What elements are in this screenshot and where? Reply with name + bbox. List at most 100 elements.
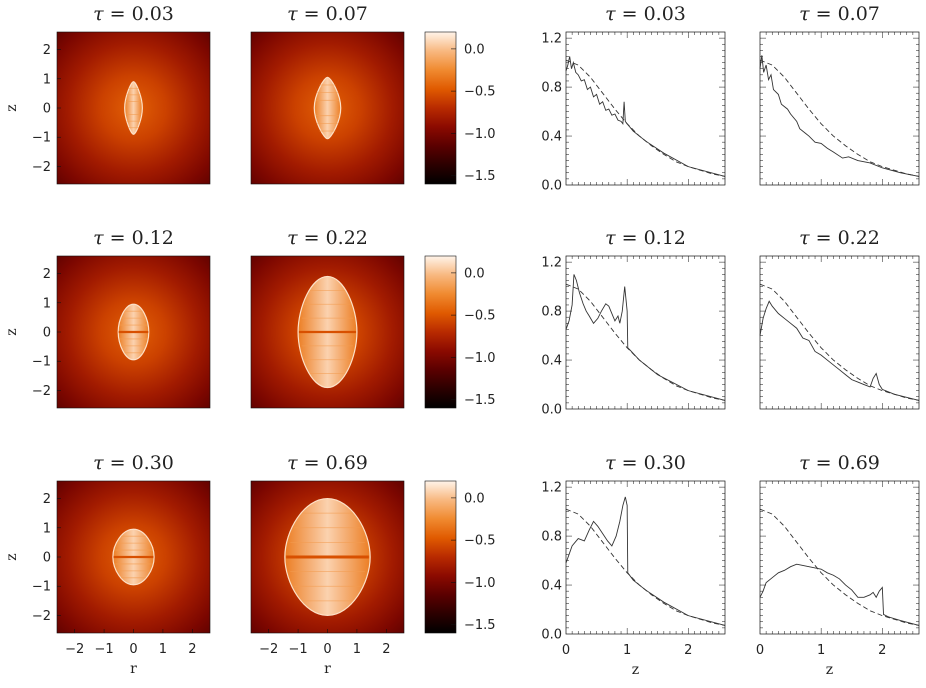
tau-symbol: τ <box>605 3 616 25</box>
x-tick-label: 2 <box>382 642 390 657</box>
tau-symbol: τ <box>605 452 616 474</box>
y-tick-label: 0.4 <box>541 130 562 145</box>
tau-symbol: τ <box>287 452 298 474</box>
panel-title: τ = 0.30 <box>93 452 174 474</box>
map-frame <box>250 255 405 409</box>
tau-value: 0.22 <box>326 227 368 249</box>
y-tick-label: 0.4 <box>541 354 562 369</box>
tau-equals: = <box>104 227 132 249</box>
y-tick-label: −1 <box>32 355 51 370</box>
panel-title: τ = 0.07 <box>799 3 880 25</box>
x-tick-label: 1 <box>353 642 361 657</box>
colorbar-tick-label: −1.5 <box>464 618 496 633</box>
y-axis-label: z <box>4 553 20 560</box>
tau-value: 0.22 <box>838 227 880 249</box>
x-tick-label: 1 <box>817 643 825 658</box>
y-tick-label: 0.8 <box>541 530 562 545</box>
panel-title: τ = 0.03 <box>605 3 686 25</box>
profile-solid-curve <box>565 496 726 626</box>
tau-symbol: τ <box>605 227 616 249</box>
tau-equals: = <box>104 3 132 25</box>
plot-frame <box>565 480 726 635</box>
profile-panel: τ = 0.69 0 1 2 z <box>756 452 920 678</box>
x-tick-label: −1 <box>94 642 113 657</box>
colorbar-tick-label: 0.0 <box>464 491 485 506</box>
panel-title: τ = 0.07 <box>287 3 368 25</box>
tau-value: 0.12 <box>132 227 174 249</box>
colorbar-tick-label: −0.5 <box>464 309 496 324</box>
profile-panel: τ = 0.30 1.2 0.8 0.4 0.00 1 2 z <box>541 452 726 678</box>
y-tick-label: 2 <box>43 492 51 507</box>
tau-equals: = <box>810 3 838 25</box>
plot-frame <box>565 31 726 186</box>
x-tick-label: 1 <box>623 643 631 658</box>
profile-line-panels: τ = 0.031.20.80.40.0τ = 0.07τ = 0.121.20… <box>541 3 920 678</box>
tau-equals: = <box>298 452 326 474</box>
reference-dashed-curve <box>759 283 920 401</box>
y-tick-label: 0.8 <box>541 81 562 96</box>
profile-solid-curve <box>759 55 920 177</box>
tau-equals: = <box>810 227 838 249</box>
tau-equals: = <box>616 227 644 249</box>
density-map-panel: τ = 0.07 <box>250 3 405 185</box>
x-tick-label: −1 <box>288 642 307 657</box>
reference-dashed-curve <box>759 59 920 177</box>
colorbar-tick-label: −0.5 <box>464 534 496 549</box>
y-tick-label: −1 <box>32 580 51 595</box>
x-tick-label: −2 <box>65 642 84 657</box>
profile-solid-curve <box>759 300 920 401</box>
density-map-panel: τ = 0.03 2 1 0 −1 −2 z <box>4 3 211 185</box>
tau-value: 0.69 <box>326 452 368 474</box>
colorbar-tick-label: 0.0 <box>464 266 485 281</box>
x-tick-label: 1 <box>159 642 167 657</box>
colorbar-tick-label: −1.0 <box>464 576 496 591</box>
y-tick-label: 2 <box>43 267 51 282</box>
tau-value: 0.03 <box>644 3 686 25</box>
tau-equals: = <box>616 3 644 25</box>
y-tick-label: 2 <box>43 43 51 58</box>
density-map-panel: τ = 0.22 <box>250 227 405 409</box>
colorbar-tick-label: −1.5 <box>464 393 496 408</box>
colorbar-gradient <box>424 255 457 409</box>
y-tick-label: 0.0 <box>541 628 562 643</box>
colorbar-tick-label: −1.5 <box>464 169 496 184</box>
x-axis-label: r <box>324 661 331 677</box>
tau-symbol: τ <box>93 452 104 474</box>
x-tick-label: 0 <box>562 643 570 658</box>
tau-symbol: τ <box>799 452 810 474</box>
tau-equals: = <box>298 3 326 25</box>
profile-panel: τ = 0.03 1.2 0.8 0.4 0.0 <box>541 3 726 194</box>
y-tick-label: 1.2 <box>541 256 562 271</box>
colorbar: 0.0 −0.5 −1.0 −1.5 <box>424 31 496 185</box>
tau-value: 0.03 <box>132 3 174 25</box>
y-tick-label: 1 <box>43 72 51 87</box>
panel-title: τ = 0.12 <box>605 227 686 249</box>
colorbar-tick-label: 0.0 <box>464 42 485 57</box>
tau-symbol: τ <box>287 227 298 249</box>
density-map-panel: τ = 0.30 2 1 0 −1 −2 z −2 −1 0 1 2 r <box>4 452 211 677</box>
tau-symbol: τ <box>93 227 104 249</box>
panel-title: τ = 0.03 <box>93 3 174 25</box>
profile-panel: τ = 0.07 <box>759 3 920 186</box>
colorbar: 0.0 −0.5 −1.0 −1.5 <box>424 255 496 409</box>
colorbars: 0.0 −0.5 −1.0 −1.5 0.0 −0.5 −1.0 −1.5 0.0 −0.5 −1.… <box>424 31 496 634</box>
y-tick-label: 0 <box>43 102 51 117</box>
panel-title: τ = 0.69 <box>287 452 368 474</box>
tau-value: 0.30 <box>132 452 174 474</box>
panel-title: τ = 0.30 <box>605 452 686 474</box>
tau-equals: = <box>616 452 644 474</box>
panel-title: τ = 0.69 <box>799 452 880 474</box>
x-axis-label: r <box>130 661 137 677</box>
y-tick-label: −1 <box>32 131 51 146</box>
colorbar-gradient <box>424 31 457 185</box>
tau-symbol: τ <box>799 227 810 249</box>
tau-value: 0.69 <box>838 452 880 474</box>
y-tick-label: 0.0 <box>541 403 562 418</box>
panel-title: τ = 0.12 <box>93 227 174 249</box>
tau-value: 0.07 <box>838 3 880 25</box>
tau-symbol: τ <box>93 3 104 25</box>
tau-value: 0.07 <box>326 3 368 25</box>
profile-panel: τ = 0.12 1.2 0.8 0.4 0.0 <box>541 227 726 418</box>
y-tick-label: 0.0 <box>541 179 562 194</box>
